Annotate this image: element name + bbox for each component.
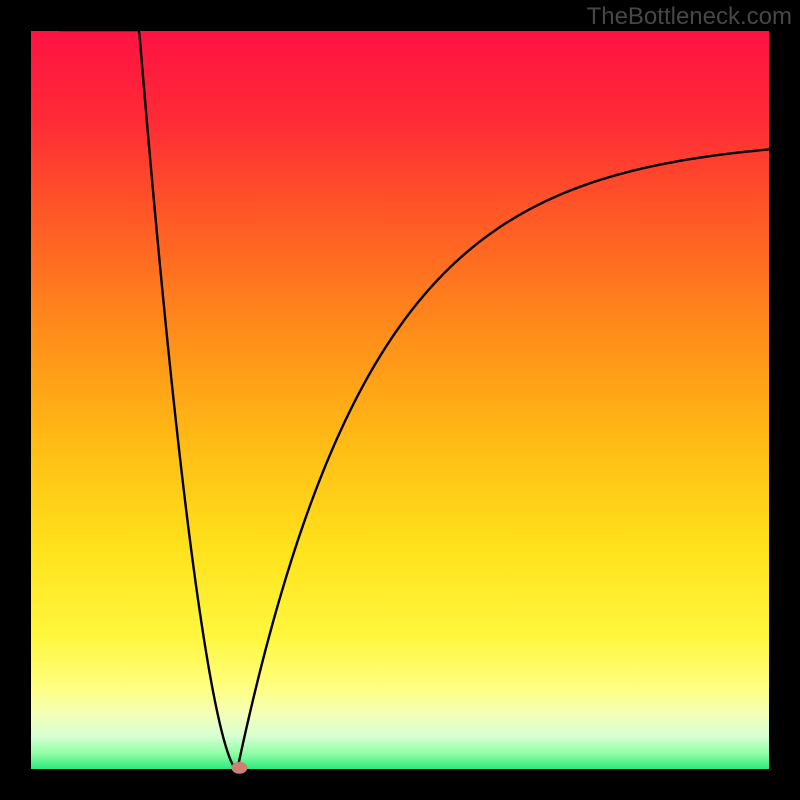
minimum-marker — [231, 762, 247, 774]
watermark-text: TheBottleneck.com — [587, 3, 792, 30]
bottleneck-chart: TheBottleneck.com — [0, 0, 800, 800]
chart-svg: TheBottleneck.com — [0, 0, 800, 800]
plot-background — [30, 30, 770, 770]
